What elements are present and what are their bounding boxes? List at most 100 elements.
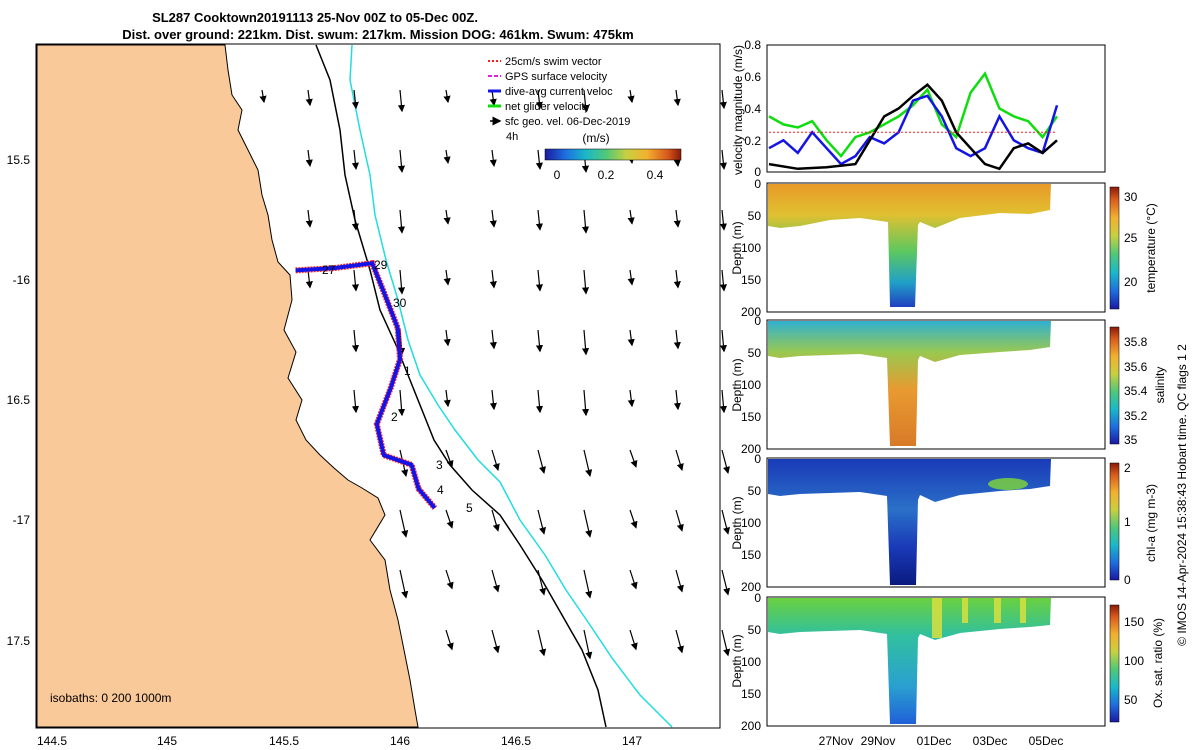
vel-ytick-0-6: 0.6 — [744, 70, 761, 84]
current-arrow-15 — [489, 149, 497, 167]
vel-ytick-0-2: 0.2 — [744, 134, 761, 148]
current-arrow-43 — [443, 329, 451, 347]
velocity-series — [768, 71, 1059, 171]
lon-tick-144-5: 144.5 — [37, 734, 67, 748]
lat-tick-16: -16 — [13, 273, 31, 287]
chla-cb-tick-1: 1 — [1124, 515, 1131, 529]
lon-tick-146: 146 — [390, 734, 410, 748]
current-arrow-46 — [581, 329, 590, 356]
track-current — [295, 261, 437, 510]
chla-section — [768, 459, 1051, 585]
legend-label-gps: GPS surface velocity — [505, 71, 608, 83]
track-label-30: 30 — [393, 296, 407, 310]
current-arrow-1 — [305, 89, 313, 107]
oxygen-high-streaks — [932, 598, 1026, 638]
time-ticks: 27Nov 29Nov 01Dec 03Dec 05Dec — [819, 734, 1064, 748]
lon-tick-145-5: 145.5 — [269, 734, 299, 748]
temp-depth-200: 200 — [741, 305, 761, 319]
current-arrow-40 — [719, 269, 727, 292]
current-arrow-41 — [351, 329, 360, 353]
current-arrow-8 — [627, 89, 635, 104]
current-arrow-76 — [445, 569, 454, 590]
current-arrow-36 — [535, 269, 543, 292]
current-arrow-39 — [673, 269, 681, 289]
current-arrow-64 — [629, 449, 638, 468]
current-arrow-4 — [443, 89, 451, 104]
temp-cb-tick-30: 30 — [1124, 190, 1138, 204]
current-arrow-23 — [397, 209, 406, 234]
track-label-2: 2 — [391, 410, 398, 424]
current-arrow-58 — [719, 389, 728, 414]
oxygen-colorbar — [1109, 604, 1120, 723]
salinity-section — [768, 321, 1051, 446]
legend-label-net: net glider velocity — [505, 101, 590, 113]
sal-depth-100: 100 — [741, 378, 761, 392]
sal-cb-tick-35-6: 35.6 — [1124, 360, 1148, 374]
legend-label-swim: 25cm/s swim vector — [505, 56, 602, 68]
current-arrow-48 — [673, 329, 681, 350]
sal-cb-tick-35-4: 35.4 — [1124, 384, 1148, 398]
current-arrow-82 — [721, 569, 731, 596]
isobaths-note: isobaths: 0 200 1000m — [50, 691, 171, 705]
current-arrow-77 — [491, 569, 500, 593]
temperature-panel: 30 25 20 temperature (°C) Depth (m) 0 50… — [730, 177, 1158, 319]
current-arrow-70 — [537, 509, 547, 535]
track-label-27: 27 — [322, 263, 336, 277]
current-arrow-60 — [445, 449, 454, 468]
temperature-colorbar — [1109, 186, 1120, 310]
chla-depth-200: 200 — [741, 580, 761, 594]
current-arrow-74 — [721, 509, 731, 535]
current-arrow-13 — [397, 149, 406, 173]
current-arrow-63 — [583, 449, 593, 477]
current-arrow-86 — [583, 629, 593, 660]
temp-depth-150: 150 — [741, 273, 761, 287]
colorbar-tick-1: 0.2 — [598, 168, 615, 182]
map-legend: 25cm/s swim vector GPS surface velocity … — [488, 56, 682, 182]
current-arrow-25 — [489, 209, 497, 228]
temperature-ylabel: Depth (m) — [730, 221, 744, 274]
current-arrows — [259, 89, 731, 660]
current-arrow-75 — [399, 569, 409, 599]
current-arrow-16 — [535, 149, 543, 170]
current-arrow-3 — [397, 89, 406, 113]
scale-note: 4h — [506, 131, 518, 143]
chla-patch — [988, 478, 1028, 490]
credit-footer: © IMOS 14-Apr-2024 15:38:43 Hobart time.… — [1175, 344, 1189, 646]
map-lon-ticks: 144.5 145 145.5 146 146.5 147 — [37, 734, 642, 748]
colorbar-tick-0: 0 — [554, 168, 561, 182]
current-arrow-24 — [443, 209, 451, 225]
current-arrow-21 — [305, 209, 313, 228]
current-arrow-14 — [443, 149, 451, 164]
current-arrow-9 — [673, 89, 681, 107]
map-lat-ticks: 15.5 -16 16.5 -17 17.5 — [7, 153, 31, 648]
current-arrow-29 — [673, 209, 681, 228]
map-panel: 29 27 30 1 2 3 4 5 25cm/s swim vector GP… — [7, 43, 731, 748]
ox-cb-tick-150: 150 — [1124, 615, 1144, 629]
current-arrow-78 — [537, 569, 547, 596]
chla-cblabel: chl-a (mg m-3) — [1144, 484, 1158, 562]
track-label-1: 1 — [404, 364, 411, 378]
current-arrow-20 — [719, 149, 727, 170]
temp-depth-0: 0 — [754, 177, 761, 191]
salinity-ylabel: Depth (m) — [730, 358, 744, 411]
sal-depth-0: 0 — [754, 314, 761, 328]
oxygen-panel: 150 100 50 Ox. sat. ratio (%) Depth (m) … — [730, 591, 1165, 748]
current-arrow-54 — [535, 389, 544, 414]
track-label-4: 4 — [437, 483, 444, 497]
current-arrow-52 — [443, 389, 451, 408]
current-arrow-55 — [581, 389, 590, 417]
current-arrow-0 — [259, 89, 267, 104]
current-arrow-47 — [627, 329, 635, 347]
ox-depth-150: 150 — [741, 687, 761, 701]
oxygen-cblabel: Ox. sat. ratio (%) — [1151, 618, 1165, 708]
chla-cb-tick-2: 2 — [1124, 461, 1131, 475]
oxygen-section — [768, 598, 1051, 724]
lon-tick-146-5: 146.5 — [501, 734, 531, 748]
current-arrow-34 — [443, 269, 451, 286]
isobath-200m — [315, 44, 607, 728]
sal-cb-tick-35-8: 35.8 — [1124, 335, 1148, 349]
current-arrow-7 — [581, 89, 590, 113]
current-arrow-83 — [445, 629, 454, 651]
ox-depth-0: 0 — [754, 591, 761, 605]
lat-tick-17: -17 — [13, 513, 31, 527]
